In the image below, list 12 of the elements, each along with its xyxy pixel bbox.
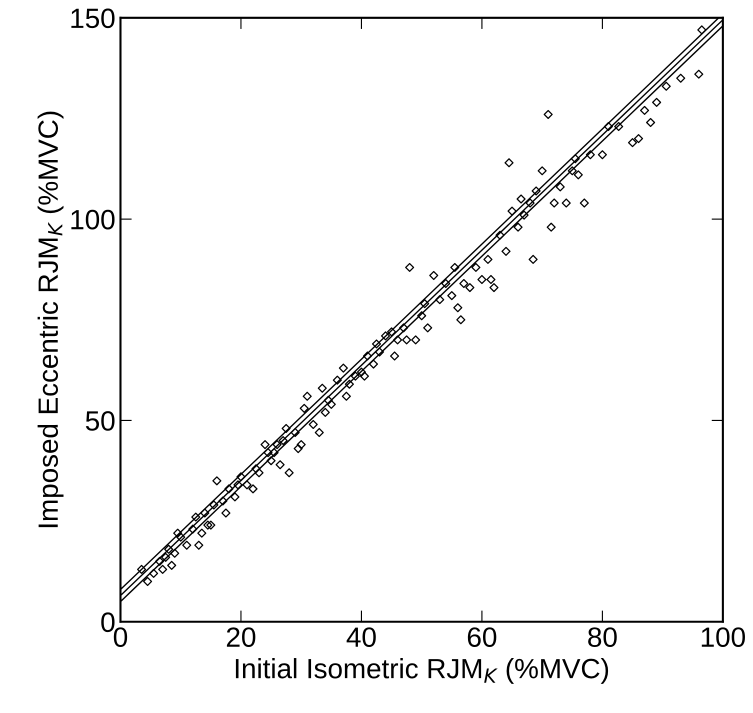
x-tick-label: 80 [588, 627, 617, 647]
y-tick-label: 50 [86, 411, 115, 431]
x-tick-label: 40 [346, 627, 376, 647]
x-tick-label: 100 [702, 627, 745, 647]
y-tick-label: 150 [71, 8, 115, 28]
y-tick-label: 100 [71, 210, 115, 230]
y-tick-label: 0 [101, 612, 115, 632]
y-axis-title: Imposed Eccentric RJM$_{K}$ (%MVC) [38, 112, 64, 528]
x-tick-label: 60 [468, 627, 496, 647]
x-tick-label: 20 [226, 627, 256, 647]
x-tick-label: 0 [114, 627, 128, 647]
x-axis-title: Initial Isometric RJM$_{K}$ (%MVC) [236, 658, 608, 684]
